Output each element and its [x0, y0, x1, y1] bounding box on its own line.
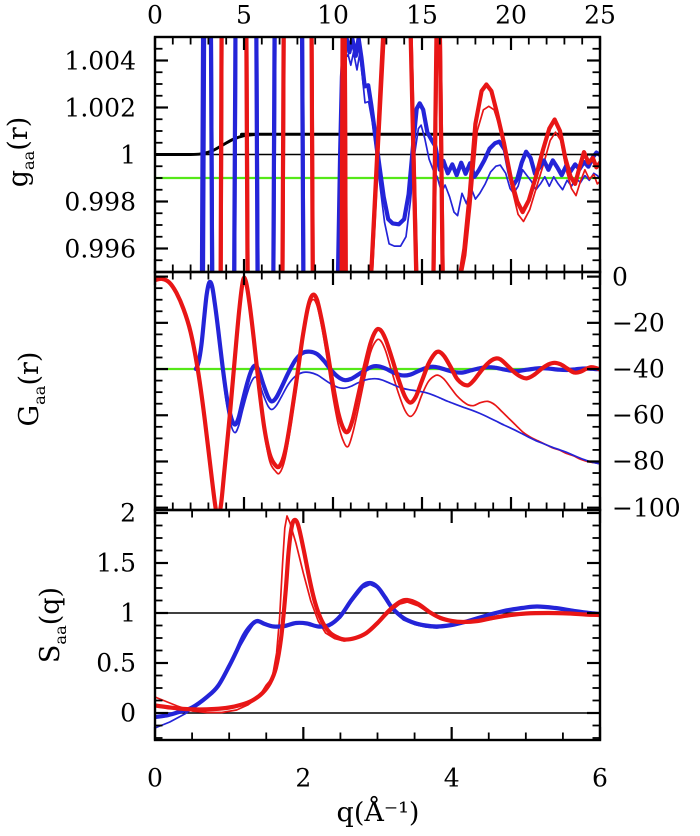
panel-S_aa_q: [155, 515, 600, 729]
panel-border: [153, 270, 602, 512]
y-axis-title-gaa: gaa(r): [2, 116, 39, 188]
y-title-subscript: aa: [30, 385, 50, 405]
y-title-suffix: (r): [2, 116, 34, 151]
series-red-thick: [155, 517, 600, 712]
panel-G_aa_r: [155, 275, 600, 510]
series-blue-thin: [203, 37, 600, 272]
x-axis-title: q(Å⁻¹): [336, 797, 420, 829]
y-title-prefix: S: [34, 644, 66, 664]
y-title-prefix: g: [2, 170, 34, 188]
y-title-suffix: (r): [13, 351, 45, 386]
series-blue-thick: [155, 580, 600, 720]
y-axis-title-Gaa: Gaa(r): [13, 351, 50, 427]
y-axis-title-Saa: Saa(q): [34, 586, 71, 664]
series-red-thick: [218, 37, 600, 272]
y-title-prefix: G: [13, 404, 45, 427]
panel-g_aa_r: [155, 37, 600, 272]
series-blue-thin: [195, 285, 600, 465]
series-red-thick: [155, 275, 600, 510]
series-red-thin: [221, 37, 600, 272]
y-title-suffix: (q): [34, 586, 66, 626]
series-blue-thick: [199, 37, 600, 272]
y-title-subscript: aa: [51, 625, 71, 645]
y-title-subscript: aa: [19, 150, 39, 170]
